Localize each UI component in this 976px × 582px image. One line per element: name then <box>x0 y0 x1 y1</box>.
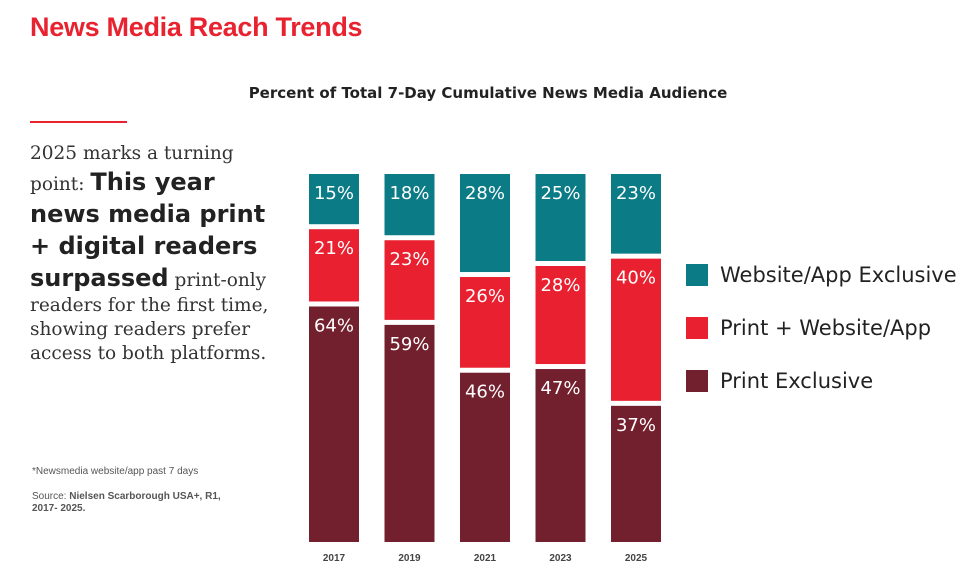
chart-title: Percent of Total 7-Day Cumulative News M… <box>248 84 728 102</box>
data-label-website-app-exclusive-2019: 18% <box>389 183 429 204</box>
x-tick-label-2019: 2019 <box>398 553 421 564</box>
headline-conclusion: print-only readers for the first time, s… <box>30 270 269 364</box>
footnote: *Newsmedia website/app past 7 days <box>32 466 199 477</box>
data-label-print-website-app-2025: 40% <box>616 268 656 289</box>
data-label-print-website-app-2021: 26% <box>465 286 505 307</box>
legend-item-print-exclusive: Print Exclusive <box>686 368 957 394</box>
bar-segment-website-app-exclusive-2019 <box>384 174 435 236</box>
page-title: News Media Reach Trends <box>30 12 363 42</box>
bar-segment-print-exclusive-2017 <box>309 306 359 542</box>
x-tick-label-2017: 2017 <box>323 553 346 564</box>
headline-emphasis: This year news media print + digital rea… <box>30 168 266 292</box>
bar-segment-website-app-exclusive-2023 <box>535 174 586 261</box>
legend-label: Print Exclusive <box>720 369 874 393</box>
data-label-print-exclusive-2023: 47% <box>540 378 580 399</box>
legend-label: Print + Website/App <box>720 316 932 340</box>
source-note: Source: Nielsen Scarborough USA+, R1, 20… <box>32 491 232 515</box>
legend-item-print-website-app: Print + Website/App <box>686 315 957 341</box>
x-tick-label-2023: 2023 <box>549 553 572 564</box>
chart-legend: Website/App Exclusive Print + Website/App… <box>686 262 957 421</box>
bar-segment-website-app-exclusive-2025 <box>611 174 661 254</box>
bar-segment-print-exclusive-2025 <box>611 405 661 542</box>
legend-item-website-app-exclusive: Website/App Exclusive <box>686 262 957 288</box>
x-tick-label-2021: 2021 <box>474 553 497 564</box>
bar-segment-print-website-app-2019 <box>384 240 435 320</box>
legend-swatch <box>686 370 708 392</box>
data-label-website-app-exclusive-2017: 15% <box>314 183 354 204</box>
data-label-print-exclusive-2025: 37% <box>616 415 656 436</box>
data-label-print-exclusive-2021: 46% <box>465 382 505 403</box>
source-label: Source: <box>32 491 70 502</box>
data-label-website-app-exclusive-2021: 28% <box>465 183 505 204</box>
bar-segment-print-website-app-2025 <box>611 258 661 401</box>
bar-segment-print-website-app-2021 <box>460 277 510 368</box>
data-label-print-website-app-2017: 21% <box>314 238 354 259</box>
data-label-print-website-app-2023: 28% <box>540 275 580 296</box>
data-label-print-exclusive-2019: 59% <box>389 334 429 355</box>
headline-intro: 2025 marks a turning point: <box>30 143 234 195</box>
data-label-print-website-app-2019: 23% <box>389 249 429 270</box>
bar-segment-print-exclusive-2023 <box>535 369 586 542</box>
data-label-website-app-exclusive-2025: 23% <box>616 183 656 204</box>
bar-segment-print-website-app-2017 <box>309 229 359 302</box>
headline-text: 2025 marks a turning point: This year ne… <box>30 142 292 366</box>
bar-segment-website-app-exclusive-2021 <box>460 174 510 273</box>
legend-label: Website/App Exclusive <box>720 263 957 287</box>
bar-segment-website-app-exclusive-2017 <box>309 174 359 225</box>
bar-segment-print-exclusive-2021 <box>460 372 510 542</box>
title-divider <box>30 121 127 123</box>
data-label-website-app-exclusive-2023: 25% <box>540 183 580 204</box>
legend-swatch <box>686 317 708 339</box>
bar-segment-print-exclusive-2019 <box>384 324 435 542</box>
source-text: Nielsen Scarborough USA+, R1, 2017- 2025… <box>32 491 221 514</box>
bar-segment-print-website-app-2023 <box>535 266 586 365</box>
legend-swatch <box>686 264 708 286</box>
data-label-print-exclusive-2017: 64% <box>314 315 354 336</box>
x-tick-label-2025: 2025 <box>625 553 648 564</box>
